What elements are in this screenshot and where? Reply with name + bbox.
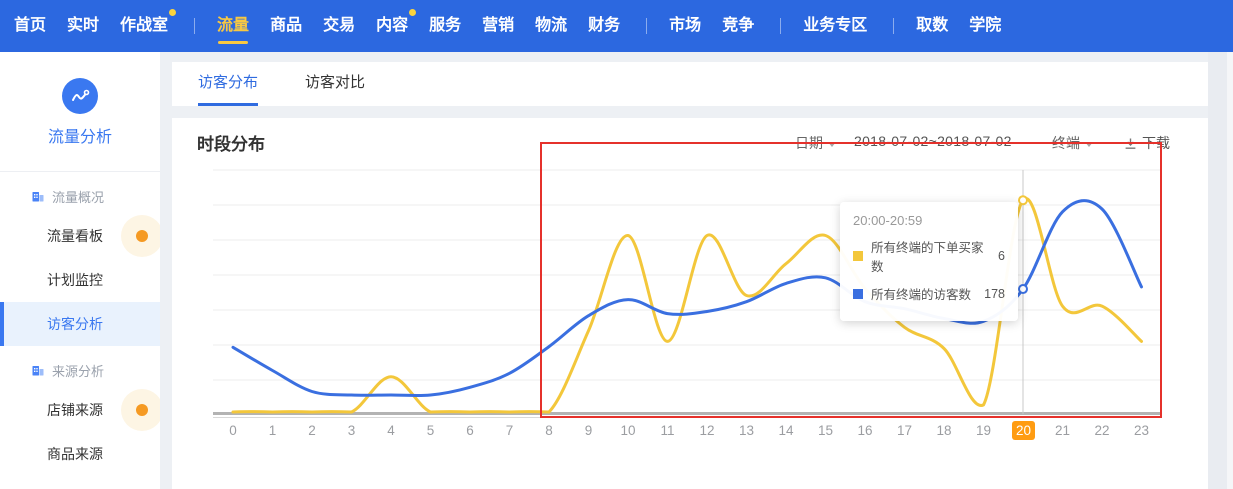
orange-notification-dot-icon: [121, 215, 160, 257]
sidebar-item-1-2[interactable]: 选词助手: [0, 476, 160, 489]
x-tick: 0: [229, 423, 237, 438]
x-tick: 9: [584, 423, 593, 438]
legend-swatch-icon: [853, 288, 863, 299]
nav-item-0[interactable]: 首页: [14, 17, 47, 34]
x-tick: 22: [1094, 423, 1110, 438]
x-tick: 8: [545, 423, 553, 438]
orange-notification-dot-icon: [121, 389, 160, 431]
tooltip-series-value: 178: [984, 286, 1005, 301]
sidebar-menu: 流量概况流量看板计划监控访客分析来源分析店铺来源商品来源选词助手: [0, 178, 160, 489]
nav-item-9[interactable]: 营销: [482, 17, 515, 34]
sidebar-item-1-1[interactable]: 商品来源: [47, 446, 103, 462]
x-axis-line: [213, 412, 1162, 415]
nav-item-4[interactable]: 流量: [217, 0, 249, 52]
chart-tooltip: 20:00-20:59 所有终端的下单买家数 6 所有终端的访客数 178: [840, 202, 1018, 321]
x-tick: 6: [466, 423, 474, 438]
notification-dot-icon: [169, 9, 177, 16]
nav-item-1[interactable]: 实时: [67, 17, 100, 34]
nav-item-5[interactable]: 商品: [270, 17, 303, 34]
x-tick: 14: [778, 423, 794, 438]
category-building-icon: [32, 366, 44, 376]
x-tick: 19: [975, 423, 992, 438]
sidebar-item-1-0[interactable]: 店铺来源: [0, 388, 160, 432]
nav-divider: [194, 18, 196, 34]
sidebar-section-1: 来源分析: [0, 352, 160, 388]
tooltip-row-0: 所有终端的下单买家数 6: [853, 237, 1005, 275]
nav-item-16[interactable]: 业务专区: [803, 17, 868, 34]
sidebar-item-0-0[interactable]: 流量看板: [0, 214, 160, 258]
tab-0[interactable]: 访客分布: [198, 62, 259, 106]
nav-item-2[interactable]: 作战室: [120, 0, 177, 52]
chevron-down-icon: [1085, 141, 1093, 147]
time-distribution-panel: 时段分布 日期 2018-07-02~2018-07-02 终端 下载 20:0…: [172, 118, 1208, 489]
x-tick: 2: [308, 423, 316, 438]
nav-item-18[interactable]: 取数: [916, 17, 949, 34]
nav-divider: [780, 18, 782, 34]
x-tick: 15: [817, 423, 834, 438]
top-nav: 首页 实时 作战室 流量 商品 交易 内容 服务 营销 物流 财务 市场 竞争 业务专区 取数 学院: [0, 0, 1233, 52]
category-building-icon: [32, 192, 44, 202]
nav-item-19[interactable]: 学院: [969, 17, 1002, 34]
nav-item-14[interactable]: 竞争: [722, 17, 755, 34]
nav-item-10[interactable]: 物流: [535, 17, 568, 34]
x-tick: 3: [347, 423, 356, 438]
nav-item-6[interactable]: 交易: [323, 17, 356, 34]
tab-1[interactable]: 访客对比: [305, 74, 366, 91]
tabs-bar: 访客分布 访客对比: [172, 62, 1208, 106]
x-tick: 1: [268, 423, 277, 438]
hover-marker-0: [1018, 195, 1028, 206]
tooltip-series-label: 所有终端的访客数: [871, 288, 972, 302]
hover-marker-1: [1018, 284, 1028, 295]
notification-dot-icon: [409, 9, 417, 16]
sidebar-section-label: 流量概况: [52, 189, 105, 205]
nav-item-13[interactable]: 市场: [669, 17, 702, 34]
tooltip-time-range: 20:00-20:59: [853, 213, 923, 228]
legend-swatch-icon: [853, 251, 863, 261]
sidebar: 流量分析 流量概况流量看板计划监控访客分析来源分析店铺来源商品来源选词助手: [0, 52, 160, 489]
x-tick: 12: [699, 423, 715, 438]
x-tick: 16: [857, 423, 873, 438]
sidebar-item-0-1[interactable]: 计划监控: [47, 272, 103, 288]
x-tick: 13: [738, 423, 755, 438]
x-tick: 7: [505, 423, 514, 438]
nav-divider: [646, 18, 648, 34]
x-tick: 21: [1054, 423, 1071, 438]
tooltip-rows: 所有终端的下单买家数 6 所有终端的访客数 178: [853, 237, 1005, 303]
x-axis-labels: 0 1 2 3 4 5 6 7 8 9 10 11 12 13 14 15 16 17 18 19 20 21 22 23: [172, 421, 1208, 443]
sidebar-item-0-2[interactable]: 访客分析: [0, 302, 160, 346]
x-tick: 5: [426, 423, 435, 438]
sidebar-divider: [0, 171, 160, 172]
date-range-value[interactable]: 2018-07-02~2018-07-02: [854, 133, 1012, 149]
x-tick: 18: [936, 423, 952, 438]
x-tick-highlighted: 20: [1012, 421, 1036, 440]
traffic-analysis-icon: [62, 78, 98, 114]
sidebar-header: 流量分析: [0, 52, 160, 147]
sidebar-title: 流量分析: [47, 129, 112, 146]
nav-item-7[interactable]: 内容: [376, 0, 417, 52]
chevron-down-icon: [828, 141, 836, 147]
x-tick: 4: [387, 423, 395, 438]
page-scroll-gutter[interactable]: [1227, 52, 1233, 489]
x-tick: 23: [1133, 423, 1150, 438]
tooltip-series-value: 6: [998, 249, 1005, 263]
x-tick: 17: [896, 423, 913, 438]
x-tick: 10: [620, 423, 636, 438]
tooltip-row-1: 所有终端的访客数 178: [853, 284, 1005, 303]
nav-item-8[interactable]: 服务: [429, 17, 462, 34]
tooltip-series-label: 所有终端的下单买家数: [871, 241, 984, 274]
sidebar-section-0: 流量概况: [0, 178, 160, 214]
panel-title: 时段分布: [197, 135, 265, 154]
nav-item-11[interactable]: 财务: [588, 17, 621, 34]
line-chart-icon: [72, 89, 90, 101]
sidebar-section-label: 来源分析: [52, 363, 105, 379]
nav-divider: [893, 18, 895, 34]
x-tick: 11: [660, 423, 675, 438]
